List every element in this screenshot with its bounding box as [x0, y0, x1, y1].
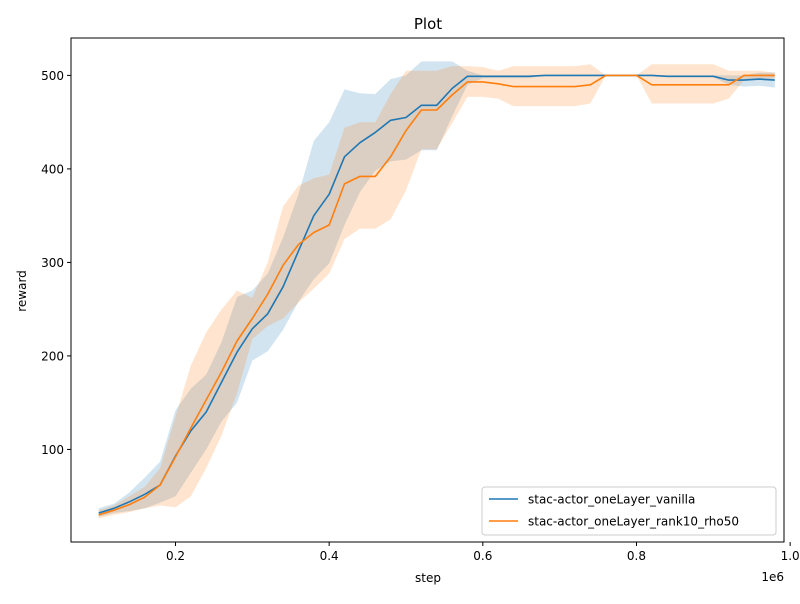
- x-tick-label: 1.0: [781, 549, 800, 563]
- x-tick-label: 0.6: [473, 549, 492, 563]
- series-0-band: [98, 61, 775, 517]
- legend-label-vanilla: stac-actor_oneLayer_vanilla: [528, 493, 695, 507]
- confidence-bands: [98, 61, 775, 519]
- series-1-line: [98, 74, 775, 516]
- y-tick-label: 400: [41, 162, 64, 176]
- legend-label-rank10: stac-actor_oneLayer_rank10_rho50: [528, 515, 739, 529]
- legend: stac-actor_oneLayer_vanilla stac-actor_o…: [481, 486, 777, 536]
- y-tick-label: 200: [41, 349, 64, 363]
- x-tick-label: 0.8: [627, 549, 646, 563]
- series-lines: [98, 74, 775, 516]
- plot-frame: [70, 37, 785, 543]
- y-axis-ticks: 100 200 300 400 500: [41, 69, 71, 457]
- y-tick-label: 100: [41, 443, 64, 457]
- x-axis-ticks: 0.2 0.4 0.6 0.8 1.0: [166, 542, 800, 563]
- chart-title: Plot: [414, 15, 442, 33]
- series-0-line: [98, 74, 775, 514]
- x-tick-label: 0.4: [320, 549, 339, 563]
- series-1-band: [98, 64, 775, 519]
- x-axis-offset-label: 1e6: [761, 570, 784, 584]
- y-tick-label: 500: [41, 69, 64, 83]
- x-tick-label: 0.2: [166, 549, 185, 563]
- legend-box: [481, 486, 777, 536]
- x-axis-label: step: [415, 571, 441, 585]
- y-tick-label: 300: [41, 256, 64, 270]
- y-axis-label: reward: [15, 270, 29, 312]
